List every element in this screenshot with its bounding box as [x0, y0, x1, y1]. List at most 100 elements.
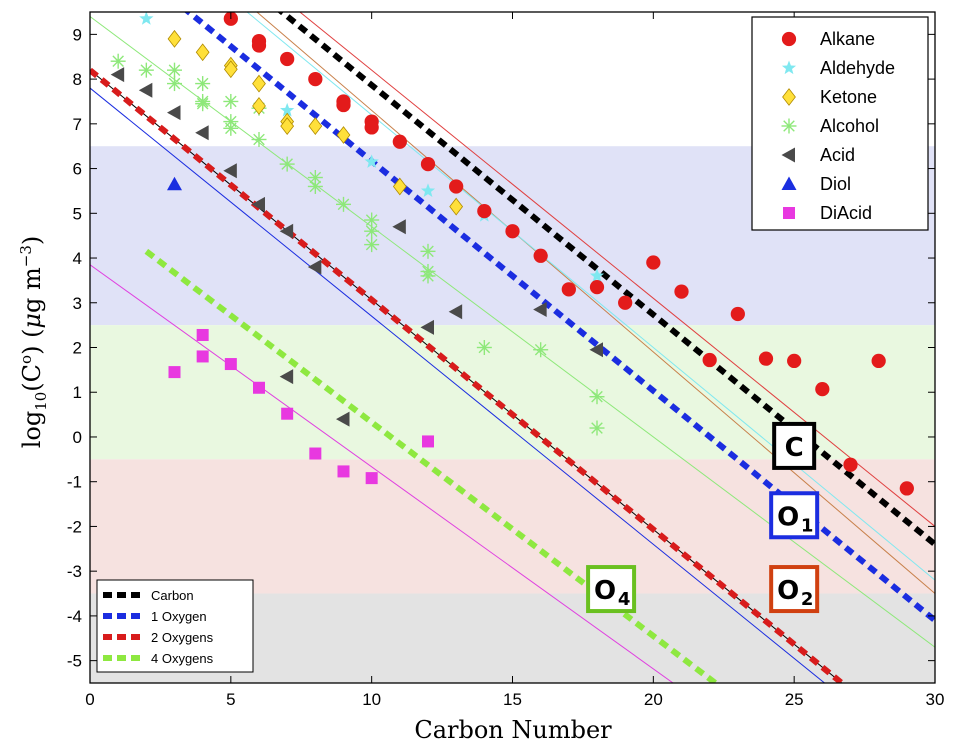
point-ketone-10 — [392, 177, 407, 196]
point-ketone-8 — [308, 117, 323, 135]
point-alkane-24 — [815, 381, 830, 397]
point-alcohol-0 — [110, 53, 126, 69]
point-alcohol-15 — [336, 196, 351, 212]
marker-legend-box — [751, 16, 929, 231]
y-tick-label: -2 — [67, 517, 82, 536]
point-alcohol-21 — [420, 268, 436, 284]
tag-subscript: 1 — [801, 515, 814, 536]
point-alkane-17 — [618, 295, 633, 310]
tag-c: C — [772, 421, 817, 470]
fit-line-thin-0 — [299, 12, 935, 527]
point-aldehyde-2 — [364, 154, 379, 168]
point-diacid-3 — [224, 358, 237, 371]
legend-label-aldehyde: Aldehyde — [820, 58, 895, 78]
series-alcohol — [110, 53, 605, 436]
legend-marker-diacid — [783, 207, 795, 219]
point-alkane-16 — [589, 279, 605, 295]
legend-label-diacid: DiAcid — [820, 203, 872, 223]
point-alkane-4 — [308, 71, 323, 87]
legend-line-label-4-oxygens: 4 Oxygens — [151, 651, 214, 666]
y-tick-label: -4 — [67, 607, 82, 626]
tag-label: O — [594, 576, 616, 606]
y-tick-label: 2 — [73, 339, 82, 358]
tag-box — [586, 565, 637, 614]
point-alkane-26 — [871, 353, 886, 369]
point-diacid-0 — [168, 366, 181, 379]
point-alkane-13 — [505, 224, 520, 239]
point-alcohol-1 — [138, 62, 154, 78]
point-alkane-18 — [646, 255, 661, 270]
tag-box — [769, 491, 820, 540]
point-alkane-11 — [449, 179, 464, 194]
point-alcohol-9 — [223, 120, 239, 136]
data-points — [110, 12, 914, 496]
point-alcohol-3 — [167, 76, 182, 92]
x-axis-label: Carbon Number — [414, 716, 612, 744]
legend-marker-aldehyde — [781, 60, 797, 75]
point-diacid-9 — [422, 435, 434, 448]
tag-label: C — [785, 433, 804, 463]
point-alkane-10 — [420, 156, 436, 172]
y-tick-label: 8 — [73, 70, 82, 89]
point-alkane-14 — [533, 248, 548, 263]
point-alkane-19 — [674, 284, 689, 299]
point-diacid-4 — [253, 381, 265, 394]
y-tick-label: 5 — [73, 204, 82, 223]
point-ketone-11 — [449, 197, 464, 216]
fit-line-thin-5 — [90, 87, 826, 683]
x-tick-label: 0 — [85, 690, 94, 709]
legend-line-label-carbon: Carbon — [151, 588, 194, 603]
point-acid-11 — [533, 301, 547, 317]
x-tick-label: 30 — [926, 690, 945, 709]
point-alcohol-18 — [364, 237, 380, 253]
point-diacid-8 — [365, 472, 378, 485]
point-acid-3 — [195, 125, 209, 141]
point-alkane-27 — [899, 481, 914, 496]
y-tick-label: 6 — [73, 160, 82, 179]
point-aldehyde-0 — [139, 12, 154, 25]
point-alkane-6 — [336, 97, 351, 113]
y-tick-label: -1 — [67, 473, 82, 492]
y-tick-label: 0 — [73, 428, 82, 447]
series-diol — [167, 176, 182, 191]
y-tick-label: -5 — [67, 652, 82, 671]
series-alkane — [223, 12, 914, 496]
legend-marker-ketone — [782, 88, 796, 106]
point-alkane-23 — [787, 353, 802, 369]
point-acid-2 — [167, 105, 181, 121]
tag-subscript: 4 — [618, 589, 631, 610]
legend-line-label-2-oxygens: 2 Oxygens — [151, 630, 214, 645]
point-acid-7 — [307, 259, 322, 275]
point-ketone-3 — [223, 60, 238, 79]
point-alcohol-2 — [167, 62, 182, 78]
point-ketone-0 — [167, 29, 182, 48]
series-ketone — [167, 29, 464, 216]
point-acid-4 — [223, 163, 237, 179]
point-diacid-6 — [309, 447, 322, 460]
point-acid-5 — [251, 196, 265, 212]
point-alcohol-23 — [533, 342, 549, 358]
point-alkane-20 — [702, 352, 717, 368]
point-alcohol-11 — [251, 131, 267, 147]
point-diacid-2 — [196, 350, 209, 363]
y-tick-label: 3 — [73, 294, 82, 313]
x-tick-label: 15 — [503, 690, 522, 709]
point-alcohol-19 — [420, 243, 436, 259]
point-acid-10 — [448, 304, 463, 320]
point-ketone-5 — [252, 97, 266, 115]
point-acid-1 — [138, 82, 153, 98]
legend-line-label-1-oxygen: 1 Oxygen — [151, 609, 207, 624]
point-aldehyde-3 — [420, 183, 436, 197]
point-diacid-5 — [281, 407, 294, 420]
legend-marker-diol — [781, 176, 797, 190]
point-alkane-2 — [251, 38, 267, 53]
point-acid-13 — [279, 369, 294, 385]
legend-label-acid: Acid — [820, 145, 855, 165]
point-aldehyde-1 — [280, 102, 295, 117]
point-ketone-1 — [195, 43, 210, 62]
point-alkane-15 — [561, 282, 576, 297]
point-alcohol-25 — [589, 420, 605, 436]
y-tick-label: -3 — [67, 562, 82, 581]
